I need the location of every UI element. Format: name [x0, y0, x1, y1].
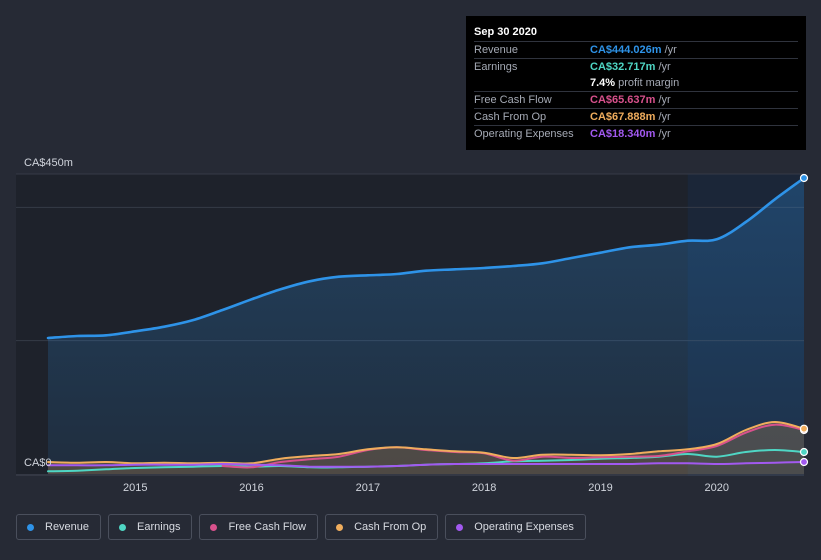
y-axis-top-label: CA$450m	[24, 157, 73, 169]
tooltip-row-free-cash-flow: Free Cash Flow CA$65.637m /yr	[474, 91, 798, 108]
x-tick-label: 2017	[356, 482, 380, 494]
x-tick-label: 2018	[472, 482, 496, 494]
legend-label: Cash From Op	[354, 521, 427, 533]
area-revenue	[48, 178, 804, 474]
tooltip-unit: /yr	[658, 128, 671, 140]
legend-label: Revenue	[45, 521, 90, 533]
tooltip-label: Revenue	[474, 44, 519, 56]
tooltip-unit: /yr	[658, 61, 671, 73]
tooltip-spacer	[474, 75, 590, 91]
legend-label: Earnings	[137, 521, 181, 533]
tooltip-value: CA$65.637m	[590, 94, 656, 106]
end-marker-operating-expenses	[799, 457, 809, 467]
legend-item-revenue[interactable]: Revenue	[16, 514, 102, 540]
legend-dot-icon	[27, 523, 34, 531]
tooltip-value: CA$32.717m	[590, 61, 656, 73]
legend: Revenue Earnings Free Cash Flow Cash Fro…	[16, 514, 586, 540]
series-line-operating-expenses	[47, 461, 805, 468]
legend-item-earnings[interactable]: Earnings	[108, 514, 193, 540]
tooltip-row-revenue: Revenue CA$444.026m /yr	[474, 41, 798, 58]
area-cash-from-op	[48, 421, 804, 474]
chart: 2015 2016 2017 2018 2019 2020 CA$450m CA$0	[16, 157, 809, 494]
series-line-free-cash-flow	[221, 423, 805, 469]
end-marker-revenue	[799, 173, 809, 183]
tooltip: Sep 30 2020 Revenue CA$444.026m /yr Earn…	[466, 16, 806, 150]
legend-label: Free Cash Flow	[228, 521, 307, 533]
tooltip-value: CA$444.026m	[590, 44, 662, 56]
tooltip-row-operating-expenses: Operating Expenses CA$18.340m /yr	[474, 125, 798, 142]
tooltip-unit: /yr	[658, 94, 671, 106]
legend-item-cash-from-op[interactable]: Cash From Op	[325, 514, 439, 540]
legend-dot-icon	[210, 523, 218, 531]
x-tick-label: 2019	[588, 482, 612, 494]
end-marker-earnings	[799, 447, 809, 457]
series-line-cash-from-op	[47, 420, 805, 465]
x-tick-label: 2020	[705, 482, 729, 494]
tooltip-row-cash-from-op: Cash From Op CA$67.888m /yr	[474, 108, 798, 125]
x-tick-label: 2016	[239, 482, 263, 494]
tooltip-unit: /yr	[658, 111, 671, 123]
x-tick-label: 2015	[123, 482, 147, 494]
tooltip-label: Free Cash Flow	[474, 94, 552, 106]
tooltip-label: Operating Expenses	[474, 128, 574, 140]
end-marker-cash-from-op	[799, 424, 809, 433]
tooltip-label: Earnings	[474, 61, 518, 73]
legend-dot-icon	[336, 523, 344, 531]
profit-margin-label: profit margin	[618, 77, 680, 89]
y-axis-bottom-label: CA$0	[24, 457, 52, 469]
legend-dot-icon	[119, 523, 127, 531]
profit-margin-value: 7.4%	[590, 77, 616, 89]
tooltip-row-profit-margin: 7.4% profit margin	[474, 75, 798, 91]
tooltip-date: Sep 30 2020	[474, 26, 537, 38]
tooltip-value: CA$18.340m	[590, 128, 656, 140]
legend-label: Operating Expenses	[474, 521, 574, 533]
legend-item-operating-expenses[interactable]: Operating Expenses	[445, 514, 586, 540]
legend-item-free-cash-flow[interactable]: Free Cash Flow	[199, 514, 319, 540]
tooltip-row-earnings: Earnings CA$32.717m /yr	[474, 58, 798, 75]
legend-dot-icon	[456, 523, 464, 531]
tooltip-label: Cash From Op	[474, 111, 547, 123]
tooltip-value: CA$67.888m	[590, 111, 656, 123]
series-line-revenue	[46, 176, 806, 340]
tooltip-unit: /yr	[664, 44, 677, 56]
